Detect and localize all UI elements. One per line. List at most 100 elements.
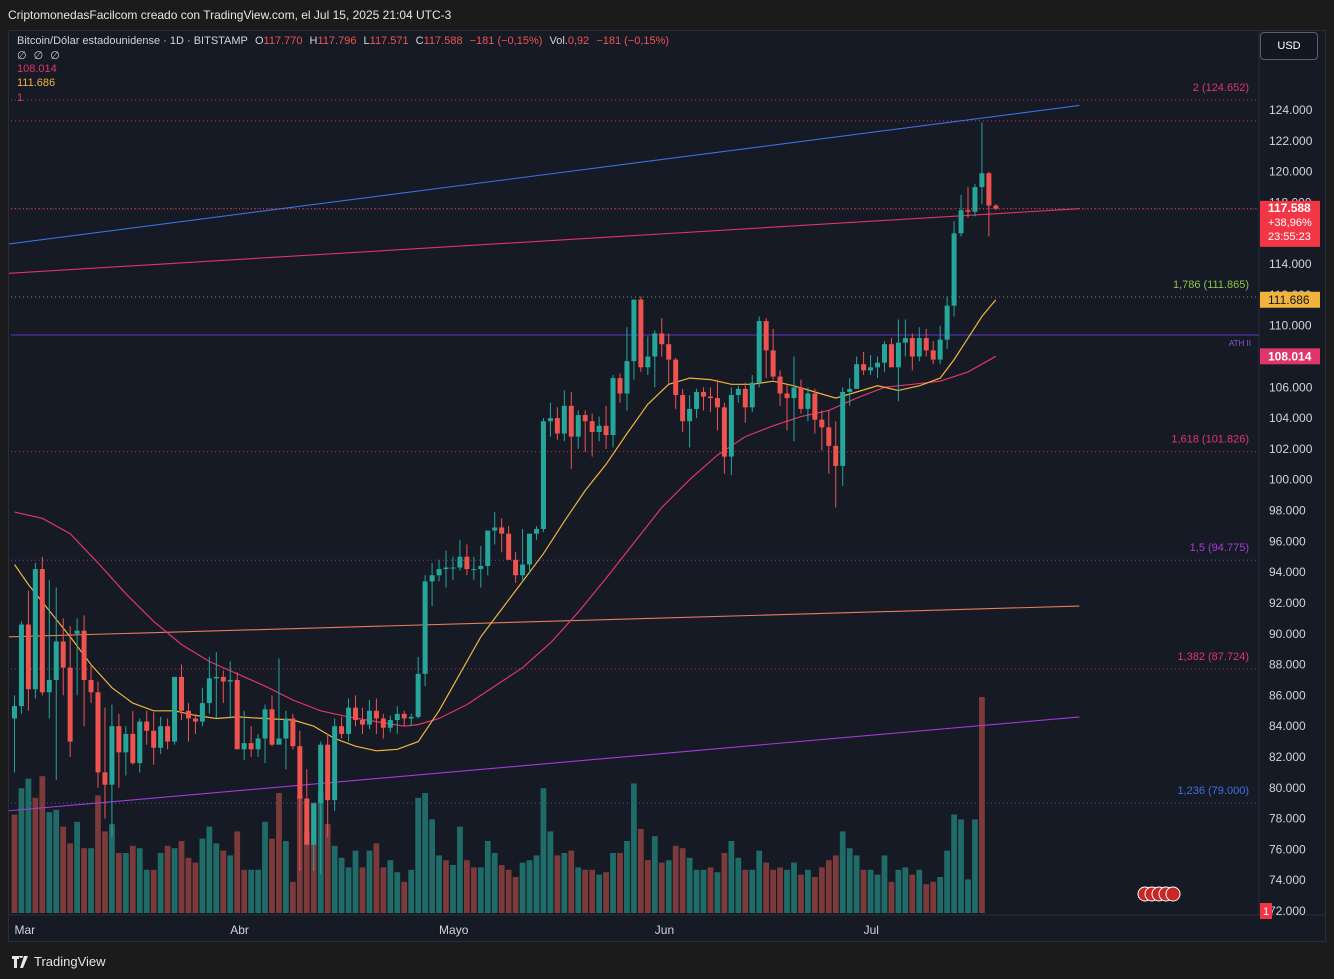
volume-bar [324,824,331,913]
candle-body [624,361,630,394]
counter-tag [1260,903,1272,919]
candle-body [234,679,240,750]
candle-body [847,388,853,392]
candle-body [436,569,442,576]
candle-body [172,676,178,742]
brand-name: TradingView [34,954,106,969]
last-price-change: +38,96% [1268,217,1312,229]
volume-bar [610,853,616,913]
candle-body [735,388,741,396]
ma-fast-tag-value: 111.686 [1268,293,1310,307]
candle-body [833,445,839,466]
volume-bar [303,831,310,913]
candle-body [241,743,247,750]
volume-bar [895,869,902,913]
volume-bar [596,874,602,913]
high-value: 117.796 [317,35,357,47]
volume-bar [965,879,971,913]
volume-bar [937,877,944,913]
fib-level-label: 1,5 (94.775) [1190,542,1249,554]
volume-bar [665,860,672,913]
candle-body [603,425,609,436]
candle-body [130,733,136,764]
candle-body [520,564,526,576]
open-value: 117.770 [263,35,303,47]
candle-body [401,713,407,719]
volume-bar [470,867,477,913]
candle-body [332,726,338,801]
candle-body [339,726,345,734]
time-tick: Mayo [439,923,469,937]
time-axis: Mar Abr Mayo Jun Jul [14,923,878,937]
candle-body [958,210,964,234]
volume-bar [380,867,387,913]
volume-bar [631,783,637,913]
chart-panel[interactable]: 2 (124.652) 1,786 (111.865) 1,618 (101.826… [8,30,1326,942]
candle-body [408,716,414,719]
volume-bar [32,797,39,913]
candle-body [506,533,512,560]
event-flag-icon [1165,886,1181,902]
candle-body [819,419,825,428]
volume-bar [791,862,797,913]
currency-button[interactable]: USD [1260,32,1318,60]
fib-level-label: 1,786 (111.865) [1173,279,1249,291]
candle-body [965,210,971,212]
volume-bar [74,821,80,913]
ath-label: ATH II [1229,339,1251,348]
time-tick: Mar [14,923,35,937]
candle-body [220,676,226,682]
volume-bar [728,841,735,913]
candle-body [137,721,143,764]
candle-body [394,713,400,721]
candle-body [255,738,261,750]
volume-bar [157,853,164,913]
candle-body [707,396,713,399]
candle-body [457,556,463,568]
candle-body [415,673,421,717]
candle-body [777,376,783,394]
volume-bar [185,857,192,913]
price-tick: 120.000 [1269,165,1313,179]
symbol-name[interactable]: Bitcoin/Dólar estadounidense · 1D · BITS… [17,35,248,47]
price-tick: 106.000 [1269,380,1313,394]
volume-bar [129,845,136,913]
volume-bar [213,843,220,913]
candle-body [540,421,546,530]
candle-body [993,205,999,209]
candle-body [46,679,52,693]
price-chart[interactable]: 2 (124.652) 1,786 (111.865) 1,618 (101.826… [9,31,1325,941]
candle-body [909,338,915,357]
ma-slow-legend: 108.014 [17,63,57,75]
candle-body [798,387,804,409]
volume-bar [491,853,498,913]
volume-bar [930,881,937,913]
candle-body [67,667,73,742]
volume-bar [116,853,122,913]
candle-body [979,173,985,188]
volume-bar [860,869,867,913]
volume-bar [651,836,658,913]
volume-bar [749,869,756,913]
candle-body [568,405,574,437]
candle-body [248,743,254,750]
candle-body [290,718,296,747]
tradingview-logo[interactable]: TradingView [12,954,106,969]
candle-body [554,418,560,434]
candle-body [199,703,205,722]
candle-body [596,425,602,433]
volume-bar [721,853,728,913]
volume-bar [770,869,776,913]
candle-body [805,393,811,409]
volume-bar [373,843,380,913]
volume-bar [756,850,763,913]
candle-body [791,387,797,399]
candle-body [631,299,637,362]
candle-body [902,338,908,343]
candle-body [930,350,936,360]
candle-body [701,391,707,397]
volume-bar [505,869,512,913]
volume-bar [39,776,46,913]
price-tick: 122.000 [1269,134,1313,148]
candle-body [840,391,846,466]
